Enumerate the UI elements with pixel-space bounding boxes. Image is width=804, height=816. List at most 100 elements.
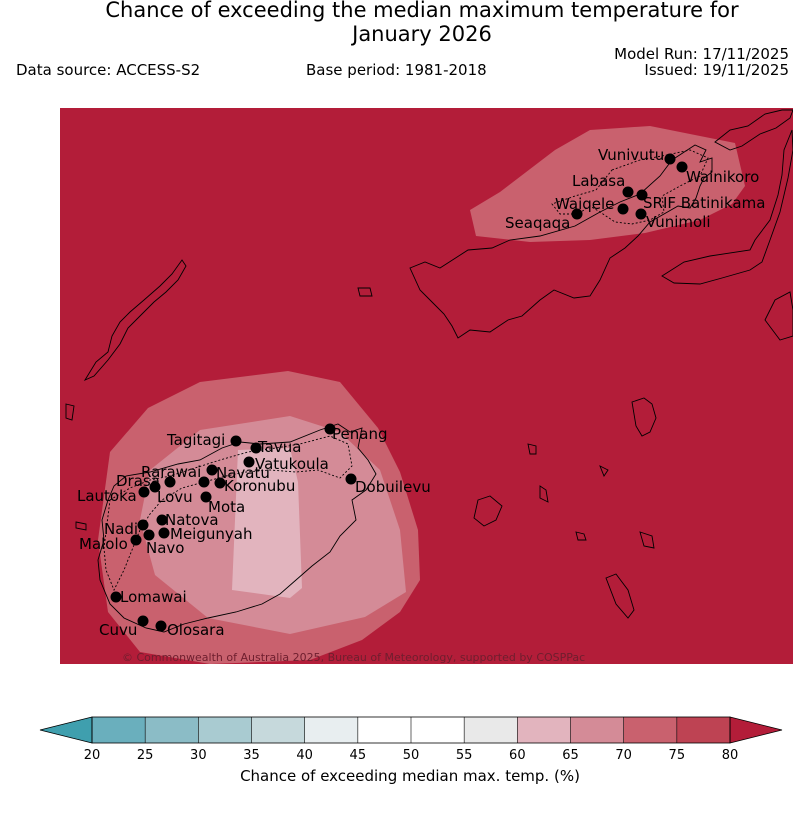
coastline-small-islets — [65, 287, 655, 549]
station-label-lovu: Lovu — [157, 488, 193, 506]
colorbar-ticks: 20 25 30 35 40 45 50 55 60 65 70 75 80 — [84, 717, 739, 763]
station-marker-dobuilevu — [345, 473, 357, 485]
colorbar-bin-60-65 — [517, 717, 571, 743]
colorbar-tick-label-40: 40 — [296, 748, 313, 763]
station-label-vunivutu: Vunivutu — [598, 146, 664, 164]
station-label-malolo: Malolo — [79, 535, 128, 553]
station-label-natova: Natova — [165, 511, 219, 529]
station-marker-olosara — [155, 620, 167, 632]
colorbar-bin-75-80 — [676, 717, 730, 743]
colorbar-bins — [92, 717, 730, 743]
colorbar-over-arrow — [730, 717, 782, 743]
issued-date: Issued: 19/11/2025 — [644, 61, 789, 79]
station-marker-koronubu — [214, 477, 226, 489]
station-label-olosara: Olosara — [167, 621, 225, 639]
station-label-labasa: Labasa — [572, 172, 625, 190]
district-boundaries — [103, 149, 709, 592]
station-marker-waiqele — [617, 203, 629, 215]
station-label-meigunyah: Meigunyah — [170, 525, 252, 543]
colorbar-bin-55-60 — [464, 717, 518, 743]
station-label-vatukoula: Vatukoula — [255, 455, 329, 473]
station-label-penang: Penang — [332, 425, 387, 443]
station-marker-penang — [324, 423, 336, 435]
coastline-northeast-peninsula — [714, 109, 793, 151]
station-marker-vunivutu — [664, 153, 676, 165]
stations: Vunivutu Wainikoro Labasa Waiqele SRIF Batin… — [77, 146, 765, 639]
station-label-waiqele: Waiqele — [555, 195, 614, 213]
coastline-vanua-levu — [409, 144, 713, 339]
station-label-tagitagi: Tagitagi — [166, 431, 225, 449]
station-label-cuvu: Cuvu — [99, 621, 137, 639]
model-run: Model Run: 17/11/2025 — [614, 45, 789, 63]
title-line-1: Chance of exceeding the median maximum t… — [105, 0, 739, 22]
station-marker-labasa — [622, 186, 634, 198]
station-marker-tagitagi — [230, 435, 242, 447]
colorbar-bin-35-40 — [251, 717, 305, 743]
colorbar-bin-65-70 — [570, 717, 624, 743]
station-label-vunimoli: Vunimoli — [646, 213, 711, 231]
colorbar-tick-label-70: 70 — [615, 748, 632, 763]
coastline-moala — [605, 573, 635, 619]
station-label-seaqaqa: Seaqaqa — [505, 214, 570, 232]
colorbar-tick-label-20: 20 — [84, 748, 101, 763]
station-marker-lomawai — [110, 591, 122, 603]
colorbar-tick-label-45: 45 — [350, 748, 367, 763]
coastline-east-island — [764, 291, 793, 341]
station-marker-meigunyah — [158, 527, 170, 539]
colorbar-bin-30-35 — [198, 717, 252, 743]
station-marker-seaqaqa — [571, 208, 583, 220]
station-marker-lovu — [198, 476, 210, 488]
coastline-ovalau — [631, 397, 657, 437]
station-marker-tavua — [250, 442, 262, 454]
colorbar-tick-label-25: 25 — [137, 748, 154, 763]
colorbar-bin-25-30 — [145, 717, 199, 743]
colorbar-bin-40-45 — [304, 717, 358, 743]
base-period: Base period: 1981-2018 — [306, 61, 487, 79]
station-label-navatu: Navatu — [216, 464, 270, 482]
station-label-drasa: Drasa — [116, 472, 160, 490]
station-label-dobuilevu: Dobuilevu — [355, 478, 431, 496]
station-marker-vatukoula — [243, 456, 255, 468]
coastline-taveuni — [661, 129, 793, 285]
station-marker-natova — [156, 514, 168, 526]
station-label-rarawai: Rarawai — [141, 463, 201, 481]
colorbar: 20 25 30 35 40 45 50 55 60 65 70 75 80 Chance of exc… — [39, 716, 783, 785]
colorbar-label: Chance of exceeding median max. temp. (%… — [240, 767, 580, 785]
station-marker-navo — [143, 529, 155, 541]
colorbar-bin-50-55 — [411, 717, 465, 743]
colorbar-tick-label-60: 60 — [509, 748, 526, 763]
station-marker-mota — [200, 491, 212, 503]
station-label-tavua: Tavua — [257, 438, 301, 456]
station-marker-lautoka — [138, 486, 150, 498]
station-marker-drasa — [149, 481, 161, 493]
station-label-srif-batinikama: SRIF Batinikama — [643, 194, 765, 212]
colorbar-bin-70-75 — [623, 717, 677, 743]
station-label-lomawai: Lomawai — [120, 588, 187, 606]
colorbar-bin-20-25 — [92, 717, 146, 743]
station-label-nadi: Nadi — [104, 520, 138, 538]
colorbar-tick-label-50: 50 — [403, 748, 420, 763]
colorbar-under-arrow — [40, 717, 92, 743]
map-title: Chance of exceeding the median maximum t… — [0, 0, 804, 46]
forecast-map: Vunivutu Wainikoro Labasa Waiqele SRIF Batin… — [60, 108, 793, 664]
probability-contours — [98, 126, 745, 664]
colorbar-tick-label-35: 35 — [243, 748, 260, 763]
station-label-wainikoro: Wainikoro — [686, 168, 759, 186]
coastline-viti-levu — [97, 423, 377, 633]
copyright-notice: © Commonwealth of Australia 2025, Bureau… — [122, 651, 585, 664]
station-label-mota: Mota — [208, 498, 245, 516]
station-label-lautoka: Lautoka — [77, 487, 137, 505]
station-marker-nadi — [137, 519, 149, 531]
contour-northeast-70-75 — [470, 126, 745, 242]
station-label-koronubu: Koronubu — [224, 477, 295, 495]
coastlines — [65, 109, 793, 633]
colorbar-tick-label-65: 65 — [562, 748, 579, 763]
colorbar-tick-label-80: 80 — [722, 748, 739, 763]
coastline-kadavu — [473, 495, 503, 527]
station-marker-wainikoro — [676, 161, 688, 173]
station-marker-vunimoli — [635, 208, 647, 220]
contour-southwest-60-65 — [232, 448, 302, 598]
data-source: Data source: ACCESS-S2 — [16, 61, 201, 79]
boundary-vanua-levu — [551, 149, 709, 225]
station-marker-navatu — [206, 464, 218, 476]
